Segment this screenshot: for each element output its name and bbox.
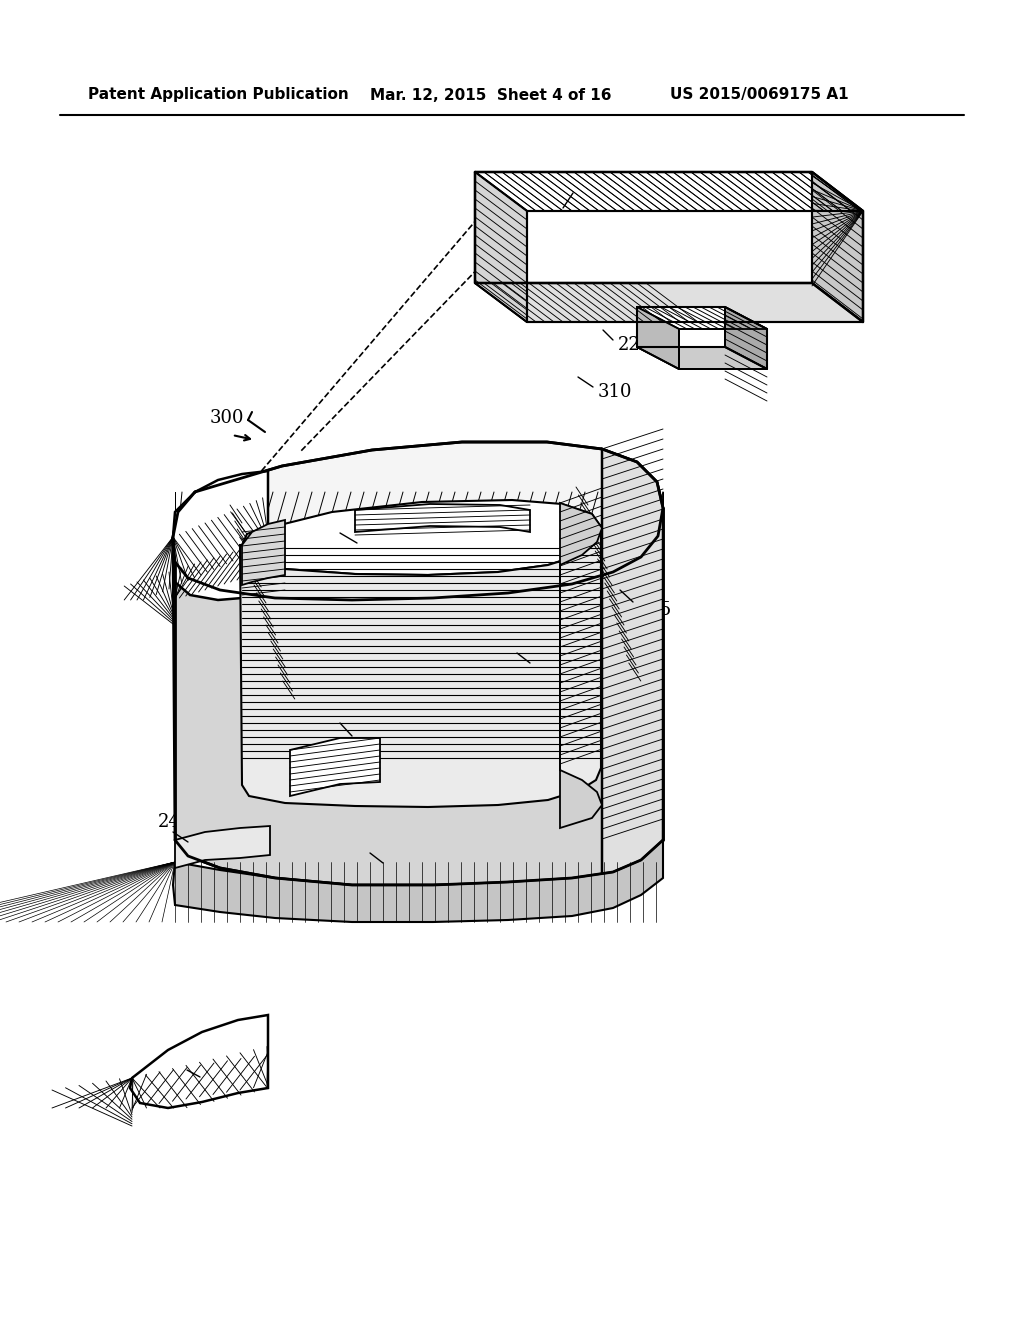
- Text: 310: 310: [598, 383, 633, 401]
- Polygon shape: [242, 520, 285, 585]
- Polygon shape: [602, 449, 663, 878]
- Polygon shape: [560, 503, 602, 828]
- Polygon shape: [173, 442, 663, 601]
- Polygon shape: [812, 172, 863, 322]
- Polygon shape: [475, 282, 863, 322]
- Text: 250: 250: [535, 659, 569, 677]
- Polygon shape: [173, 508, 663, 884]
- Text: 230: 230: [388, 859, 422, 876]
- Polygon shape: [130, 1015, 268, 1107]
- Text: 140: 140: [205, 1073, 240, 1092]
- Polygon shape: [637, 308, 767, 329]
- Text: Patent Application Publication: Patent Application Publication: [88, 87, 349, 103]
- Polygon shape: [240, 527, 601, 807]
- Polygon shape: [637, 308, 679, 370]
- Polygon shape: [173, 840, 663, 921]
- Polygon shape: [725, 308, 767, 370]
- Text: 245: 245: [158, 813, 193, 832]
- Polygon shape: [290, 738, 380, 796]
- Text: US 2015/0069175 A1: US 2015/0069175 A1: [670, 87, 849, 103]
- Text: FIG. 4A: FIG. 4A: [465, 768, 546, 788]
- Polygon shape: [475, 172, 527, 322]
- Text: Mar. 12, 2015  Sheet 4 of 16: Mar. 12, 2015 Sheet 4 of 16: [370, 87, 611, 103]
- Polygon shape: [175, 826, 270, 869]
- Polygon shape: [637, 347, 767, 370]
- Text: 300: 300: [210, 409, 245, 426]
- Text: 220: 220: [322, 709, 356, 727]
- Polygon shape: [173, 471, 268, 601]
- Text: 235: 235: [638, 601, 672, 619]
- Text: 220: 220: [618, 337, 652, 354]
- Polygon shape: [242, 500, 601, 576]
- Polygon shape: [475, 172, 863, 211]
- Polygon shape: [355, 504, 530, 532]
- Text: 210: 210: [578, 180, 612, 197]
- Text: 320: 320: [322, 519, 356, 537]
